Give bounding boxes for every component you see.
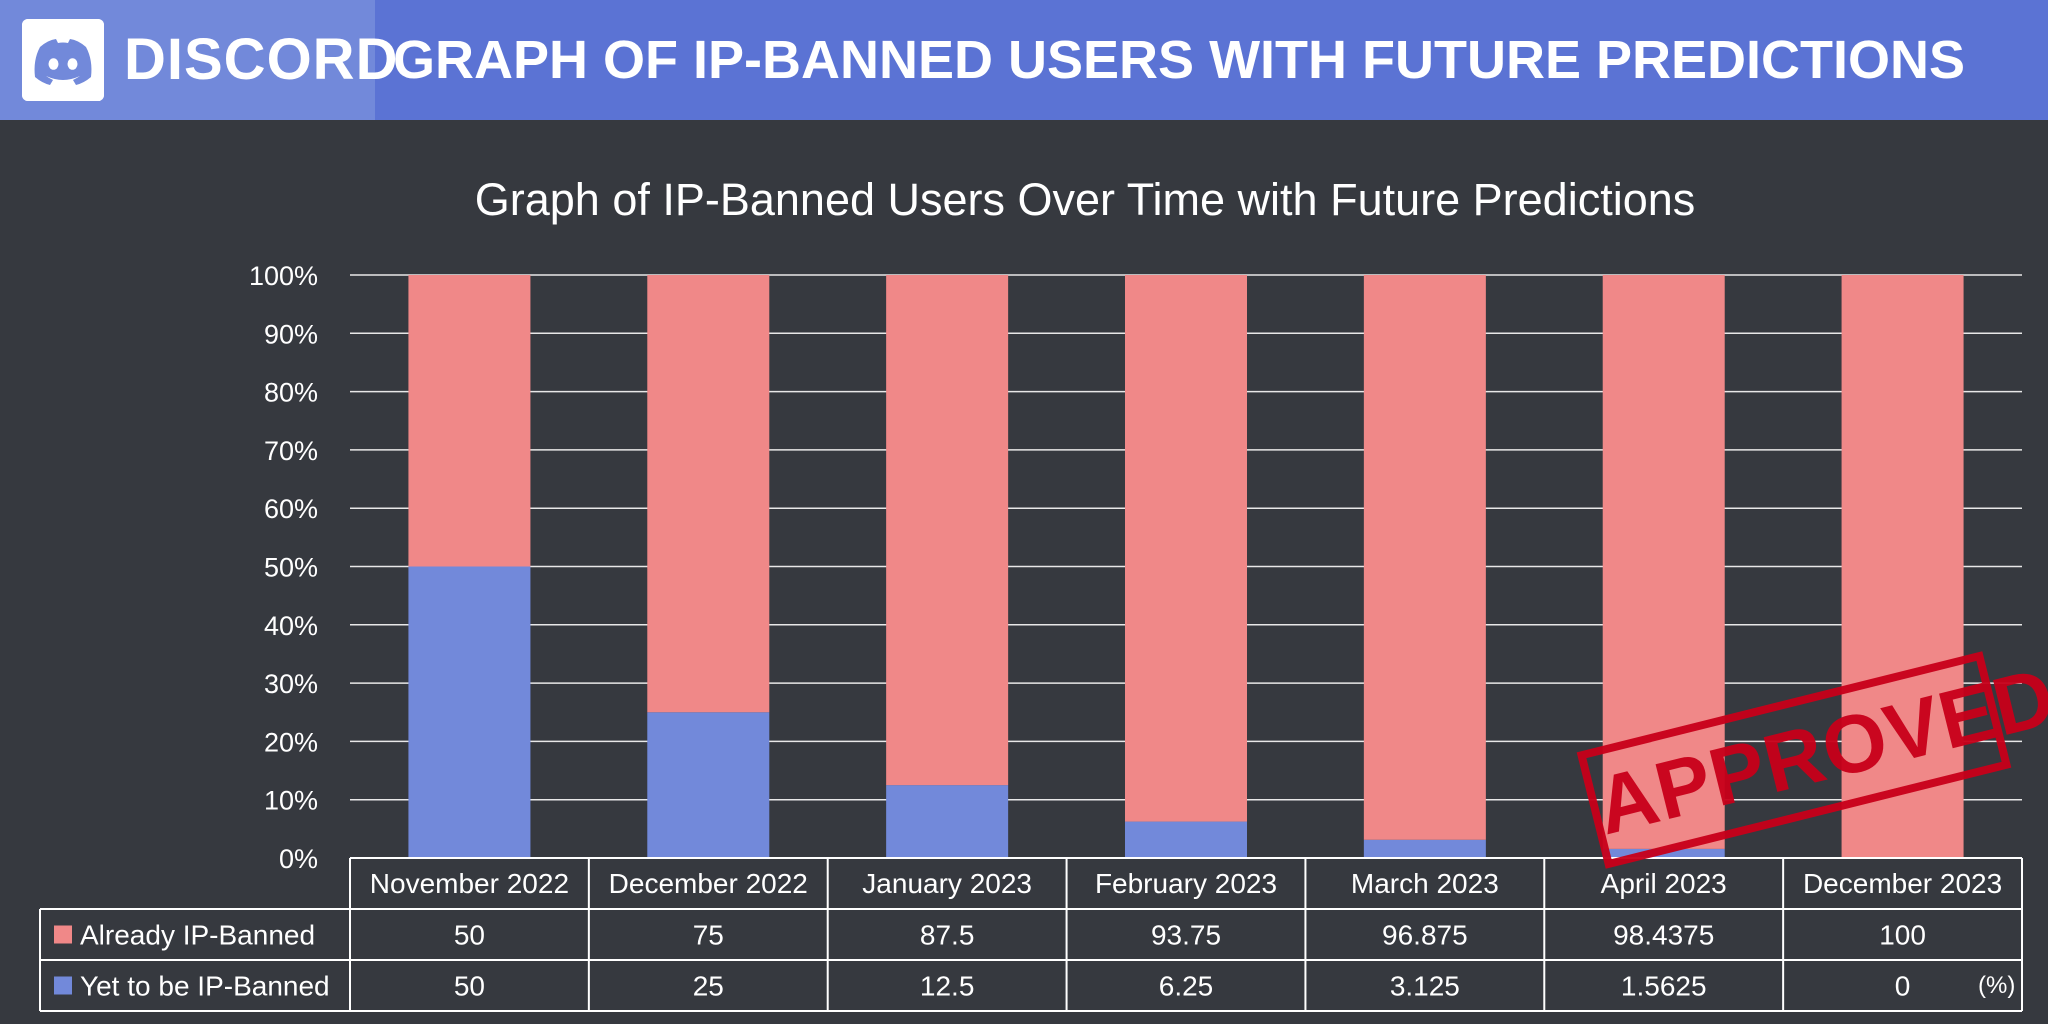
bar-already-ip-banned: [408, 275, 531, 567]
bar-yet-to-be-ip-banned: [408, 566, 531, 858]
data-value-label: 93.75: [1151, 920, 1221, 951]
bar-yet-to-be-ip-banned: [886, 785, 1009, 858]
y-tick-label: 80%: [264, 378, 318, 408]
y-tick-label: 10%: [264, 786, 318, 816]
data-value-label: 1.5625: [1621, 971, 1707, 1002]
data-value-label: 25: [693, 971, 724, 1002]
data-value-label: 3.125: [1390, 971, 1460, 1002]
bar-already-ip-banned: [1841, 275, 1964, 858]
legend-label: Yet to be IP-Banned: [80, 971, 330, 1002]
legend-swatch: [54, 976, 72, 995]
bar-already-ip-banned: [1602, 275, 1725, 849]
legend-label: Already IP-Banned: [80, 920, 315, 951]
x-category-label: April 2023: [1601, 868, 1727, 899]
bar-already-ip-banned: [647, 275, 770, 713]
data-value-label: 50: [454, 920, 485, 951]
data-value-label: 96.875: [1382, 920, 1468, 951]
y-tick-label: 30%: [264, 669, 318, 699]
x-category-label: December 2023: [1803, 868, 2002, 899]
data-value-label: 75: [693, 920, 724, 951]
y-tick-label: 60%: [264, 494, 318, 524]
brand-name: DISCORD: [124, 27, 399, 92]
y-tick-label: 50%: [264, 553, 318, 583]
chart-title: Graph of IP-Banned Users Over Time with …: [474, 174, 1696, 225]
data-value-label: 87.5: [920, 920, 975, 951]
bar-yet-to-be-ip-banned: [647, 712, 770, 858]
data-value-label: 98.4375: [1613, 920, 1714, 951]
y-tick-label: 40%: [264, 611, 318, 641]
y-tick-label: 100%: [249, 261, 318, 291]
y-tick-label: 0%: [279, 844, 318, 874]
bar-already-ip-banned: [886, 275, 1009, 786]
logo-block: DISCORD: [0, 0, 397, 120]
x-category-label: February 2023: [1095, 868, 1277, 899]
unit-note: (%): [1978, 972, 2016, 999]
x-category-label: November 2022: [370, 868, 569, 899]
legend-swatch: [54, 925, 72, 944]
y-tick-label: 90%: [264, 319, 318, 349]
bar-yet-to-be-ip-banned: [1602, 848, 1725, 858]
x-category-label: December 2022: [609, 868, 808, 899]
bar-yet-to-be-ip-banned: [1363, 839, 1486, 858]
x-category-label: January 2023: [862, 868, 1032, 899]
data-value-label: 6.25: [1159, 971, 1214, 1002]
x-category-label: March 2023: [1351, 868, 1499, 899]
header-bar: DISCORD GRAPH OF IP-BANNED USERS WITH FU…: [0, 0, 2048, 120]
bar-yet-to-be-ip-banned: [1125, 821, 1247, 858]
page-title: GRAPH OF IP-BANNED USERS WITH FUTURE PRE…: [393, 30, 1966, 90]
data-value-label: 12.5: [920, 971, 975, 1002]
y-tick-label: 20%: [264, 727, 318, 757]
data-value-label: 0: [1895, 971, 1911, 1002]
bar-already-ip-banned: [1125, 275, 1247, 822]
data-value-label: 50: [454, 971, 485, 1002]
bar-already-ip-banned: [1363, 275, 1486, 840]
y-tick-label: 70%: [264, 436, 318, 466]
data-value-label: 100: [1879, 920, 1926, 951]
discord-logo-icon: [22, 19, 104, 101]
